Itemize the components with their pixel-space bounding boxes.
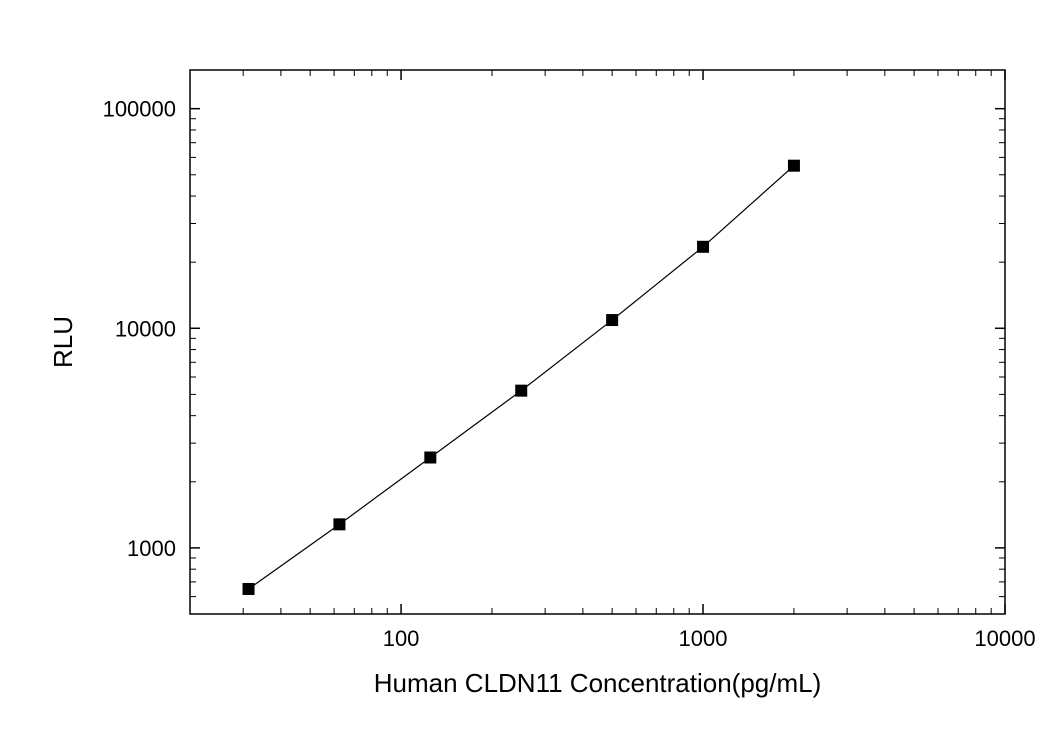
data-point	[788, 160, 800, 172]
y-axis-label: RLU	[48, 316, 78, 368]
x-tick-label: 10000	[974, 626, 1035, 651]
y-tick-label: 100000	[103, 97, 176, 122]
series-line	[249, 166, 794, 589]
plot-frame	[190, 70, 1005, 614]
log-log-chart: 100 1000 10000 1000 10000 100000 Human CLDN11 …	[0, 0, 1060, 744]
data-point	[515, 385, 527, 397]
x-tick-label: 100	[383, 626, 420, 651]
y-tick-label: 1000	[127, 536, 176, 561]
x-tick-label: 1000	[679, 626, 728, 651]
x-axis-label: Human CLDN11 Concentration(pg/mL)	[374, 668, 822, 698]
data-point	[243, 583, 255, 595]
data-point	[424, 451, 436, 463]
chart-container: 100 1000 10000 1000 10000 100000 Human CLDN11 …	[0, 0, 1060, 744]
data-point	[333, 518, 345, 530]
y-tick-label: 10000	[115, 316, 176, 341]
data-point	[697, 241, 709, 253]
data-point	[606, 314, 618, 326]
